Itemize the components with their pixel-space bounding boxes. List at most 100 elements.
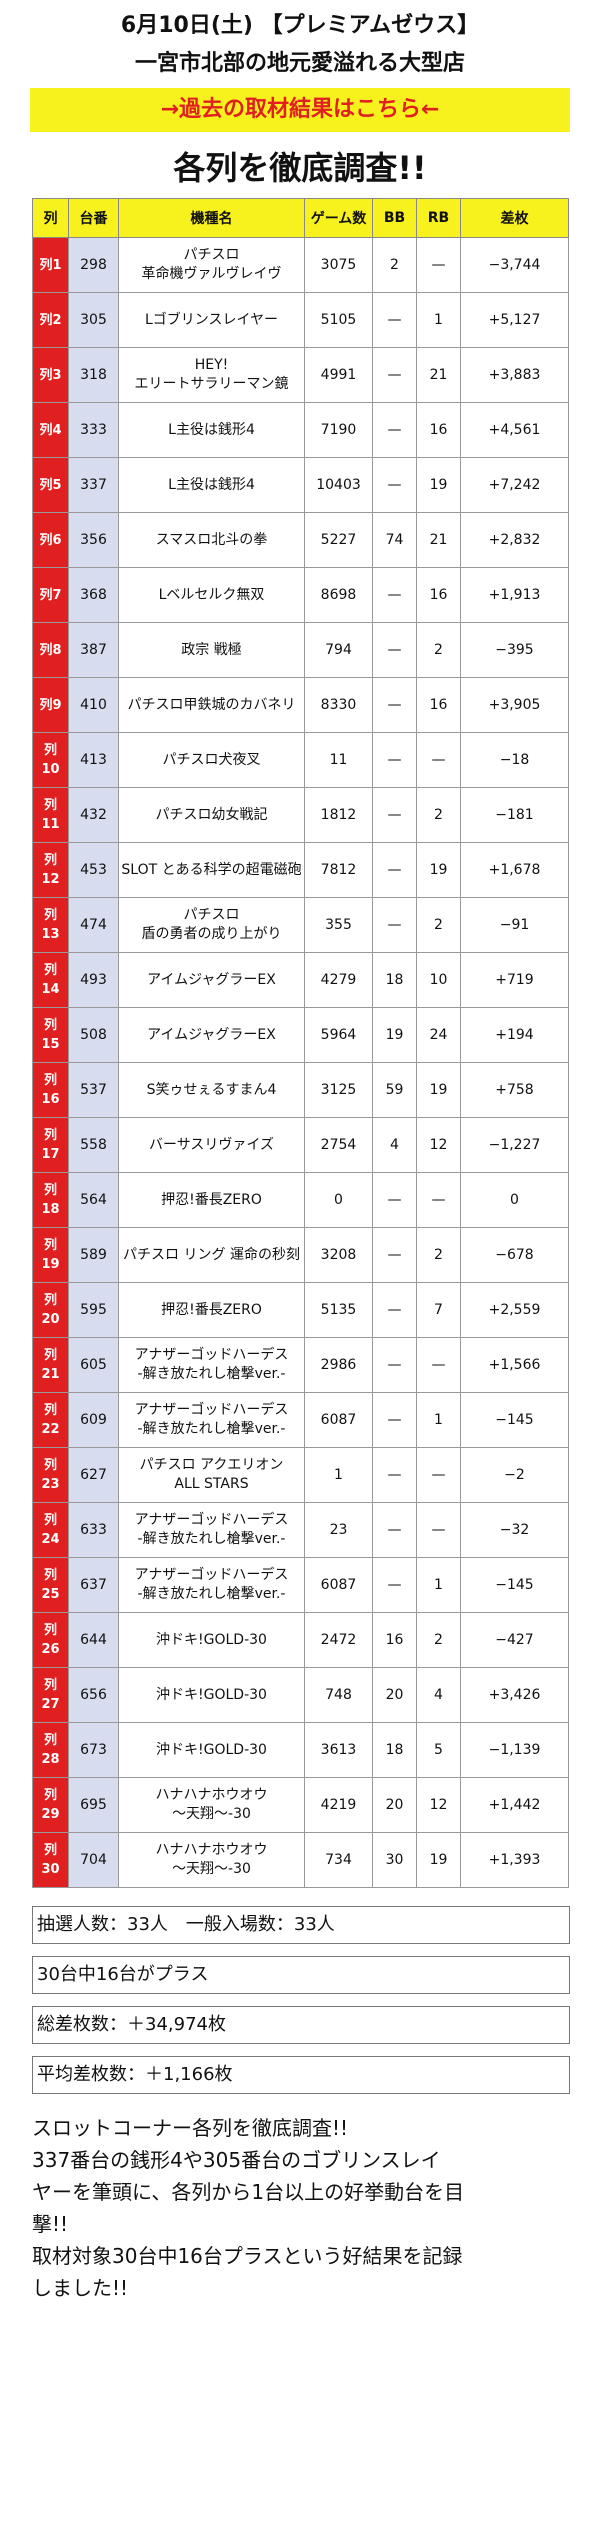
table-row: 列26 644 沖ドキ!GOLD-30 2472 16 2 −427 [32,1612,569,1668]
row-machine-name: パチスロ 革命機ヴァルヴレイヴ [118,237,305,293]
machine-name-line: 押忍!番長ZERO [161,1301,262,1318]
row-rb: — [416,1337,461,1393]
summary-line: 337番台の銭形4や305番台のゴブリンスレイ [32,2148,441,2172]
row-diff: +3,426 [460,1667,569,1723]
row-bb: — [372,1557,417,1613]
row-col-label: 列5 [32,457,69,513]
table-row: 列24 633 アナザーゴッドハーデス -解き放たれし槍撃ver.- 23— — −32 [32,1502,569,1558]
row-machine-name: S笑ゥせぇるすまん4 [118,1062,305,1118]
table-row: 列6 356 スマスロ北斗の拳 5227 74 21 +2,832 [32,512,569,568]
row-col-label: 列30 [32,1832,69,1888]
row-machine-name: アナザーゴッドハーデス -解き放たれし槍撃ver.- [118,1557,305,1613]
row-machine-name: パチスロ 盾の勇者の成り上がり [118,897,305,953]
row-machine-number: 493 [68,952,119,1008]
row-machine-number: 387 [68,622,119,678]
row-diff: −678 [460,1227,569,1283]
row-games: 0 [304,1172,373,1228]
table-row: 列23 627 パチスロ アクエリオン ALL STARS 1— — −2 [32,1447,569,1503]
row-col-label: 列8 [32,622,69,678]
row-games: 8330 [304,677,373,733]
table-row: 列28 673 沖ドキ!GOLD-30 3613 18 5 −1,139 [32,1722,569,1778]
row-games: 3125 [304,1062,373,1118]
row-machine-number: 333 [68,402,119,458]
row-machine-number: 356 [68,512,119,568]
row-machine-number: 564 [68,1172,119,1228]
lottery-count: 抽選人数：33人 一般入場数：33人 [32,1906,570,1944]
machine-name-line: バーサスリヴァイズ [148,1136,275,1153]
table-row: 列27 656 沖ドキ!GOLD-30 748 20 4 +3,426 [32,1667,569,1723]
results-table: 列 台番 機種名 ゲーム数 BB RB 差枚 列1 298 パチスロ 革命機ヴァルヴレ… [32,198,569,1888]
row-games: 794 [304,622,373,678]
header-games: ゲーム数 [304,198,373,238]
machine-name-line: アイムジャグラーEX [147,1026,276,1043]
row-bb: — [372,292,417,348]
machine-name-line: Lゴブリンスレイヤー [144,311,279,328]
row-games: 4219 [304,1777,373,1833]
row-bb: — [372,1282,417,1338]
row-bb: — [372,402,417,458]
row-col-label: 列12 [32,842,69,898]
row-bb: 18 [372,952,417,1008]
machine-name-line: L主役は銭形4 [168,421,255,438]
row-diff: −395 [460,622,569,678]
row-diff: −91 [460,897,569,953]
row-col-label: 列29 [32,1777,69,1833]
row-rb: 7 [416,1282,461,1338]
row-games: 8698 [304,567,373,623]
machine-name-line: 盾の勇者の成り上がり [141,926,282,942]
machine-name-line: エリートサラリーマン鏡 [134,376,289,392]
row-games: 7812 [304,842,373,898]
row-games: 5964 [304,1007,373,1063]
row-diff: −1,227 [460,1117,569,1173]
row-col-label: 列10 [32,732,69,788]
row-games: 4279 [304,952,373,1008]
row-bb: — [372,1447,417,1503]
row-machine-name: Lゴブリンスレイヤー [118,292,305,348]
row-bb: 59 [372,1062,417,1118]
row-diff: +719 [460,952,569,1008]
row-diff: −3,744 [460,237,569,293]
row-machine-number: 337 [68,457,119,513]
row-machine-name: 沖ドキ!GOLD-30 [118,1722,305,1778]
row-games: 3613 [304,1722,373,1778]
row-col-label: 列17 [32,1117,69,1173]
row-diff: −427 [460,1612,569,1668]
row-games: 2754 [304,1117,373,1173]
row-machine-name: アナザーゴッドハーデス -解き放たれし槍撃ver.- [118,1337,305,1393]
row-machine-number: 605 [68,1337,119,1393]
page-headline: 各列を徹底調査!! [173,149,427,187]
table-row: 列12 453 SLOT とある科学の超電磁砲 7812—19 +1,678 [32,842,569,898]
row-bb: 18 [372,1722,417,1778]
row-machine-number: 595 [68,1282,119,1338]
table-row: 列21 605 アナザーゴッドハーデス -解き放たれし槍撃ver.- 2986— — +1,… [32,1337,569,1393]
row-rb: 21 [416,347,461,403]
header-rb: RB [416,198,461,238]
row-machine-number: 537 [68,1062,119,1118]
summary-line: 撃!! [32,2212,69,2236]
row-machine-number: 305 [68,292,119,348]
row-diff: +2,832 [460,512,569,568]
machine-name-line: パチスロ リング 運命の秒刻 [123,1246,300,1263]
row-rb: 1 [416,1557,461,1613]
machine-name-line: パチスロ犬夜叉 [162,751,261,768]
row-bb: — [372,732,417,788]
row-bb: 20 [372,1667,417,1723]
row-machine-number: 453 [68,842,119,898]
row-machine-name: アナザーゴッドハーデス -解き放たれし槍撃ver.- [118,1392,305,1448]
row-machine-name: パチスロ犬夜叉 [118,732,305,788]
machine-name-line: 政宗 戦極 [181,641,242,658]
row-diff: +1,566 [460,1337,569,1393]
summary-line: しました!! [32,2276,129,2300]
row-machine-name: Lベルセルク無双 [118,567,305,623]
summary-line: スロットコーナー各列を徹底調査!! [32,2116,349,2140]
table-row: 列15 508 アイムジャグラーEX 5964 19 24 +194 [32,1007,569,1063]
machine-name-line: パチスロ幼女戦記 [155,806,268,823]
row-diff: +5,127 [460,292,569,348]
row-rb: 2 [416,1227,461,1283]
row-machine-name: SLOT とある科学の超電磁砲 [118,842,305,898]
table-row: 列18 564 押忍!番長ZERO 0— —0 [32,1172,569,1228]
row-games: 5135 [304,1282,373,1338]
past-results-link[interactable]: →過去の取材結果はこちら← [30,88,570,132]
summary-text: スロットコーナー各列を徹底調査!! 337番台の銭形4や305番台のゴブリンスレ… [32,2112,572,2304]
row-rb: 19 [416,1062,461,1118]
